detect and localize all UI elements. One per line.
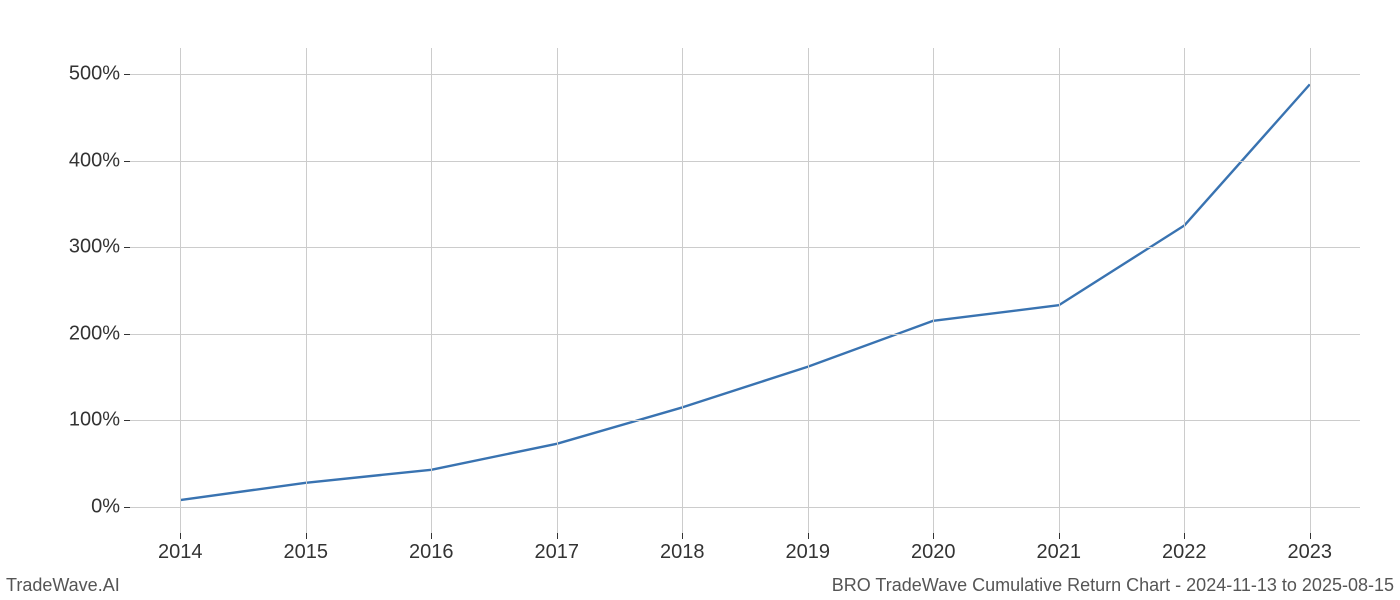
- x-tick-label: 2020: [911, 541, 956, 564]
- x-tick-mark: [682, 533, 683, 539]
- x-tick-label: 2016: [409, 541, 454, 564]
- gridline-vertical: [180, 48, 181, 533]
- x-tick-mark: [306, 533, 307, 539]
- y-tick-label: 500%: [69, 62, 120, 85]
- x-tick-label: 2022: [1162, 541, 1207, 564]
- x-tick-label: 2023: [1288, 541, 1333, 564]
- gridline-horizontal: [130, 161, 1360, 162]
- gridline-horizontal: [130, 74, 1360, 75]
- x-tick-mark: [933, 533, 934, 539]
- gridline-vertical: [808, 48, 809, 533]
- y-tick-label: 200%: [69, 322, 120, 345]
- y-tick-mark: [124, 161, 130, 162]
- x-tick-label: 2021: [1037, 541, 1082, 564]
- y-tick-label: 300%: [69, 236, 120, 259]
- x-tick-label: 2017: [534, 541, 579, 564]
- y-tick-mark: [124, 74, 130, 75]
- gridline-vertical: [431, 48, 432, 533]
- y-tick-mark: [124, 420, 130, 421]
- gridline-vertical: [1184, 48, 1185, 533]
- gridline-horizontal: [130, 247, 1360, 248]
- x-tick-label: 2019: [786, 541, 831, 564]
- x-tick-mark: [808, 533, 809, 539]
- x-tick-label: 2018: [660, 541, 705, 564]
- x-tick-mark: [1059, 533, 1060, 539]
- x-tick-mark: [431, 533, 432, 539]
- x-tick-mark: [1184, 533, 1185, 539]
- gridline-vertical: [306, 48, 307, 533]
- y-tick-mark: [124, 247, 130, 248]
- x-tick-mark: [557, 533, 558, 539]
- y-tick-label: 0%: [91, 496, 120, 519]
- x-tick-mark: [1310, 533, 1311, 539]
- return-line: [180, 84, 1310, 500]
- footer-caption: BRO TradeWave Cumulative Return Chart - …: [832, 575, 1394, 596]
- chart-container: 0% 100% 200% 300% 400% 500% 2014 2015 2016 2017 20…: [0, 0, 1400, 600]
- y-tick-mark: [124, 334, 130, 335]
- gridline-vertical: [682, 48, 683, 533]
- y-tick-label: 400%: [69, 149, 120, 172]
- gridline-vertical: [557, 48, 558, 533]
- gridline-vertical: [1310, 48, 1311, 533]
- footer-brand: TradeWave.AI: [6, 575, 120, 596]
- gridline-horizontal: [130, 334, 1360, 335]
- x-tick-label: 2014: [158, 541, 203, 564]
- x-tick-label: 2015: [283, 541, 328, 564]
- plot-area: 0%100%200%300%400%500%201420152016201720…: [130, 48, 1360, 533]
- gridline-horizontal: [130, 507, 1360, 508]
- gridline-vertical: [1059, 48, 1060, 533]
- gridline-horizontal: [130, 420, 1360, 421]
- gridline-vertical: [933, 48, 934, 533]
- y-tick-label: 100%: [69, 409, 120, 432]
- y-tick-mark: [124, 507, 130, 508]
- line-series: [130, 48, 1360, 533]
- x-tick-mark: [180, 533, 181, 539]
